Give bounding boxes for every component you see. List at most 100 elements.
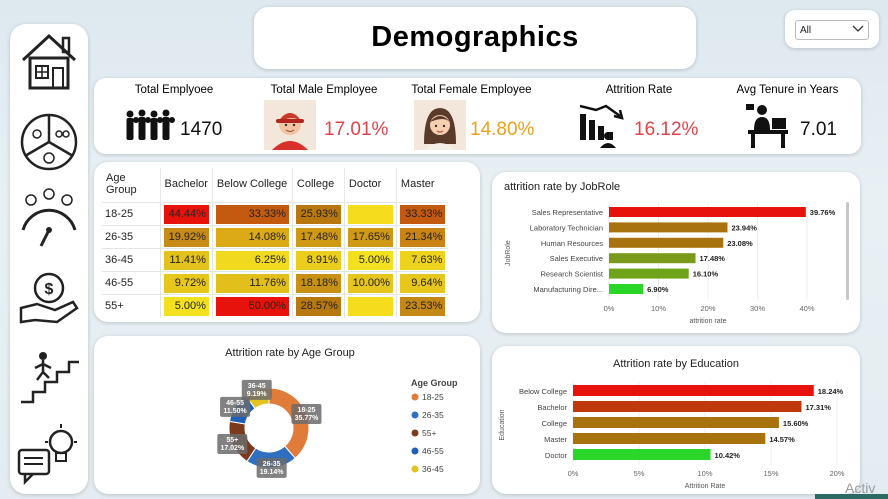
bar[interactable] [609, 253, 696, 264]
bar-data-label: 17.48% [700, 254, 726, 263]
y-category-label: Master [544, 435, 567, 444]
column-header[interactable]: Master [395, 168, 449, 203]
legend-label[interactable]: 26-35 [422, 410, 444, 420]
x-tick-label: 0% [604, 304, 615, 313]
legend-marker [411, 393, 419, 401]
page-title: Demographics [371, 21, 579, 53]
y-axis-title: JobRole [505, 240, 512, 266]
education-bar-chart: Attrition rate by Education 0% 5% 10% 15% 20%… [499, 358, 845, 490]
heatmap-cell-value: 28.57% [295, 296, 341, 316]
donut-data-label: 17.02% [220, 445, 245, 452]
donut-data-label: 55+ [226, 437, 238, 444]
kpi-total-employee: Total Emplyoee 1470 [94, 78, 254, 154]
bar[interactable] [609, 284, 644, 294]
bar-data-label: 23.08% [727, 239, 753, 248]
heatmap-cell-value: 33.33% [215, 204, 289, 224]
row-header: 18-25 [102, 202, 160, 226]
heatmap-cell-value [347, 204, 393, 224]
bar[interactable] [573, 433, 766, 444]
x-axis-title: Attrition Rate [685, 483, 726, 490]
money-hand-icon[interactable]: $ [15, 264, 83, 332]
career-stairs-icon[interactable] [15, 342, 83, 410]
x-tick-label: 10% [697, 469, 712, 478]
heatmap-cell: 33.33% [211, 202, 293, 226]
legend-marker [411, 447, 419, 455]
kpi-value: 14.80% [470, 119, 535, 140]
chart-title: Attrition rate by Age Group [225, 347, 355, 359]
female-avatar-icon [414, 100, 466, 150]
row-header: 36-45 [102, 248, 160, 272]
legend-label[interactable]: 36-45 [422, 464, 444, 474]
bar[interactable] [609, 268, 689, 279]
heatmap-cell-value: 7.63% [399, 250, 446, 270]
column-header[interactable]: Doctor [343, 168, 397, 203]
heatmap-cell: 9.64% [395, 271, 449, 295]
heatmap-cell: 10.00% [343, 271, 397, 295]
kpi-value: 1470 [180, 119, 223, 140]
table-row: 46-55 9.72% 11.76% 18.18% 10.00% 9.64% [102, 271, 449, 295]
bar-data-label: 6.90% [647, 285, 669, 294]
heatmap-cell-value: 14.08% [215, 227, 289, 247]
bar-data-label: 15.60% [783, 419, 809, 428]
bar-data-label: 18.24% [818, 387, 844, 396]
heatmap-cell-value: 5.00% [347, 250, 393, 270]
y-category-label: Below College [519, 387, 567, 396]
heatmap-cell: 14.08% [211, 225, 293, 249]
heatmap-cell-value [347, 296, 393, 316]
y-category-label: Sales Executive [550, 254, 603, 263]
bar-data-label: 16.10% [693, 270, 719, 279]
bar[interactable] [573, 401, 802, 412]
heatmap-cell [343, 294, 397, 318]
jobrole-chart-card: attrition rate by JobRole 0% 10% 20% 30% 40% S… [492, 172, 860, 333]
heatmap-cell-value: 23.53% [399, 296, 446, 316]
y-category-label: Research Scientist [540, 270, 603, 279]
heatmap-cell-value: 5.00% [163, 296, 209, 316]
donut-label-bg [241, 379, 272, 400]
heatmap-cell-value: 6.25% [215, 250, 289, 270]
scrollbar[interactable] [846, 202, 849, 300]
bar[interactable] [573, 449, 711, 460]
legend-label[interactable]: 55+ [422, 428, 436, 438]
kpi-label: Total Emplyoee [134, 84, 214, 96]
heatmap-cell: 33.33% [395, 202, 449, 226]
column-header[interactable]: Bachelor [159, 168, 213, 203]
house-icon[interactable] [15, 28, 83, 96]
heatmap-cell: 19.92% [159, 225, 213, 249]
bar-data-label: 10.42% [715, 451, 741, 460]
gauge-icon[interactable] [15, 186, 83, 254]
kpi-male-employee: Total Male Employee 17.01% [254, 78, 394, 154]
bar[interactable] [609, 237, 724, 248]
heatmap-cell: 17.48% [291, 225, 345, 249]
chevron-down-icon [852, 25, 864, 32]
heatmap-cell-value: 50.00% [215, 296, 289, 316]
heatmap-cell-value: 11.41% [163, 250, 209, 270]
bar[interactable] [573, 385, 814, 396]
column-header[interactable]: Below College [211, 168, 293, 203]
heatmap-cell: 6.25% [211, 248, 293, 272]
pie-segments-icon[interactable] [15, 108, 83, 176]
bar[interactable] [573, 417, 779, 428]
bar[interactable] [609, 222, 728, 233]
age-filter-dropdown[interactable]: All [795, 20, 869, 40]
bar-data-label: 17.31% [805, 403, 831, 412]
idea-chat-icon[interactable] [15, 420, 83, 488]
heatmap-cell: 5.00% [159, 294, 213, 318]
donut-data-label: 18-25 [298, 407, 316, 414]
legend-label[interactable]: 18-25 [422, 392, 444, 402]
table-row: 26-35 19.92% 14.08% 17.48% 17.65% 21.34% [102, 225, 449, 249]
column-header[interactable]: Age Group [106, 172, 137, 196]
education-chart-card: Attrition rate by Education 0% 5% 10% 15% 20%… [492, 346, 860, 494]
kpi-value: 16.12% [634, 119, 699, 140]
kpi-female-employee: Total Female Employee 14.80% [394, 78, 549, 154]
row-header: 46-55 [102, 271, 160, 295]
row-header: 55+ [102, 294, 160, 318]
column-header[interactable]: College [291, 168, 345, 203]
legend-marker [411, 411, 419, 419]
chart-title: Attrition rate by Education [613, 358, 739, 370]
y-category-label: Doctor [545, 451, 568, 460]
legend-label[interactable]: 46-55 [422, 446, 444, 456]
heatmap-cell [343, 202, 397, 226]
kpi-label: Attrition Rate [605, 84, 673, 96]
bar[interactable] [609, 207, 806, 217]
y-category-label: College [542, 419, 567, 428]
